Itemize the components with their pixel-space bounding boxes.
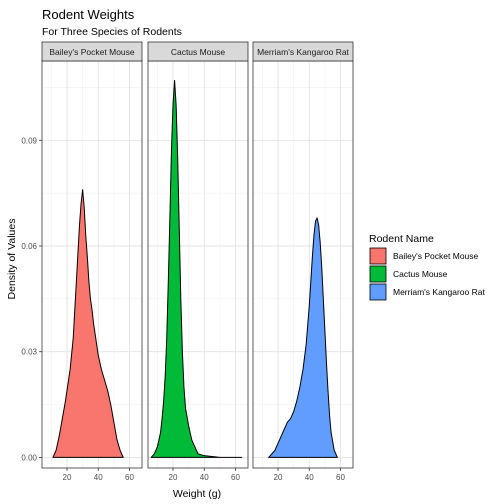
x-tick-label: 20: [169, 473, 178, 482]
x-tick-label: 60: [336, 473, 345, 482]
x-tick-label: 40: [200, 473, 209, 482]
y-tick-label: 0.09: [21, 136, 37, 145]
facet-strip: [41, 41, 143, 62]
x-axis: 20 40 60 20 40 60 20 40 60: [63, 468, 345, 482]
density-area: [52, 189, 124, 458]
legend-title: Rodent Name: [369, 233, 434, 245]
x-tick-label: 40: [305, 473, 314, 482]
facet-panel: Merriam's Kangaroo Rat: [252, 41, 354, 469]
x-tick-label: 20: [274, 473, 283, 482]
legend-swatch: [369, 265, 387, 283]
x-tick-label: 60: [125, 473, 134, 482]
legend: Rodent Name Bailey's Pocket Mouse Cactus …: [369, 233, 485, 301]
facet-strip-label: Merriam's Kangaroo Rat: [257, 47, 349, 57]
y-tick-label: 0.00: [21, 453, 37, 462]
facet-strip: [252, 41, 354, 62]
facet-panel: Bailey's Pocket Mouse: [41, 41, 143, 469]
y-tick-label: 0.06: [21, 242, 37, 251]
density-area: [150, 79, 243, 458]
facet-panel: Cactus Mouse: [147, 41, 249, 469]
y-tick-label: 0.03: [21, 348, 37, 357]
x-tick-label: 60: [231, 473, 240, 482]
legend-entry-label: Merriam's Kangaroo Rat: [393, 287, 485, 297]
legend-swatch: [369, 247, 387, 265]
chart-title: Rodent Weights: [42, 7, 135, 22]
x-tick-label: 20: [63, 473, 72, 482]
y-axis: 0.00 0.03 0.06 0.09: [21, 136, 42, 462]
chart-subtitle: For Three Species of Rodents: [42, 26, 182, 38]
x-axis-title: Weight (g): [173, 488, 221, 500]
facet-panels: Bailey's Pocket Mouse Cactus Mouse Merriam…: [41, 41, 354, 469]
facet-strip-label: Cactus Mouse: [171, 47, 226, 57]
y-axis-title: Density of Values: [6, 219, 18, 300]
x-tick-label: 40: [94, 473, 103, 482]
facet-strip-label: Bailey's Pocket Mouse: [49, 47, 135, 57]
legend-swatch: [369, 283, 387, 301]
facet-strip: [147, 41, 249, 62]
legend-entry-label: Cactus Mouse: [393, 269, 448, 279]
legend-entry-label: Bailey's Pocket Mouse: [393, 251, 479, 261]
density-area: [268, 217, 338, 458]
